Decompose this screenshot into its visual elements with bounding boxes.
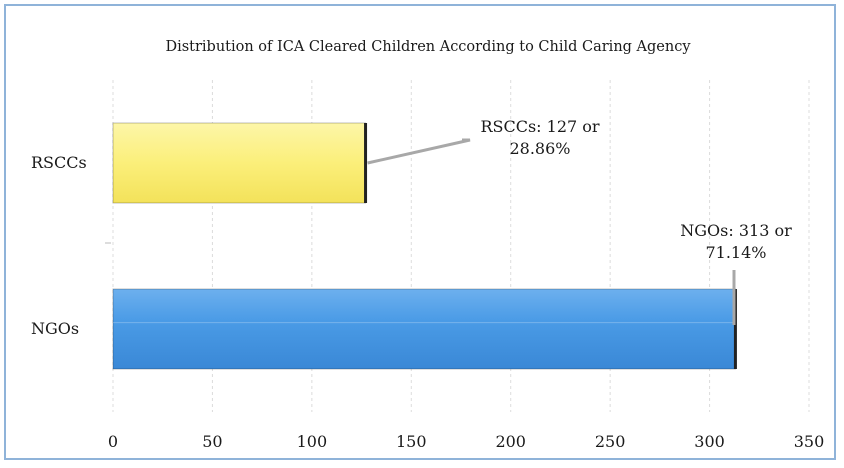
x-tick-label: 300	[694, 432, 725, 451]
chart-title: Distribution of ICA Cleared Children Acc…	[165, 39, 691, 55]
chart-frame	[4, 4, 836, 460]
bar-rsccs	[112, 122, 367, 204]
x-tick-label: 250	[595, 432, 626, 451]
category-label: RSCCs	[31, 153, 87, 172]
category-label: NGOs	[31, 319, 79, 338]
data-label: NGOs: 313 or 71.14%	[680, 221, 792, 262]
x-tick-label: 200	[495, 432, 526, 451]
bars	[112, 122, 737, 370]
x-tick-label: 50	[202, 432, 222, 451]
labels: 0 50 100 150 200 250 300 350 RSCCs RSCCs: 127 or 2…	[31, 117, 824, 451]
bar-ngos	[112, 288, 736, 370]
x-tick-label: 100	[297, 432, 328, 451]
x-tick-label: 150	[396, 432, 427, 451]
x-tick-label: 0	[108, 432, 118, 451]
x-tick-label: 350	[794, 432, 825, 451]
leader-line	[367, 138, 471, 165]
data-label: RSCCs: 127 or 28.86%	[480, 117, 599, 158]
